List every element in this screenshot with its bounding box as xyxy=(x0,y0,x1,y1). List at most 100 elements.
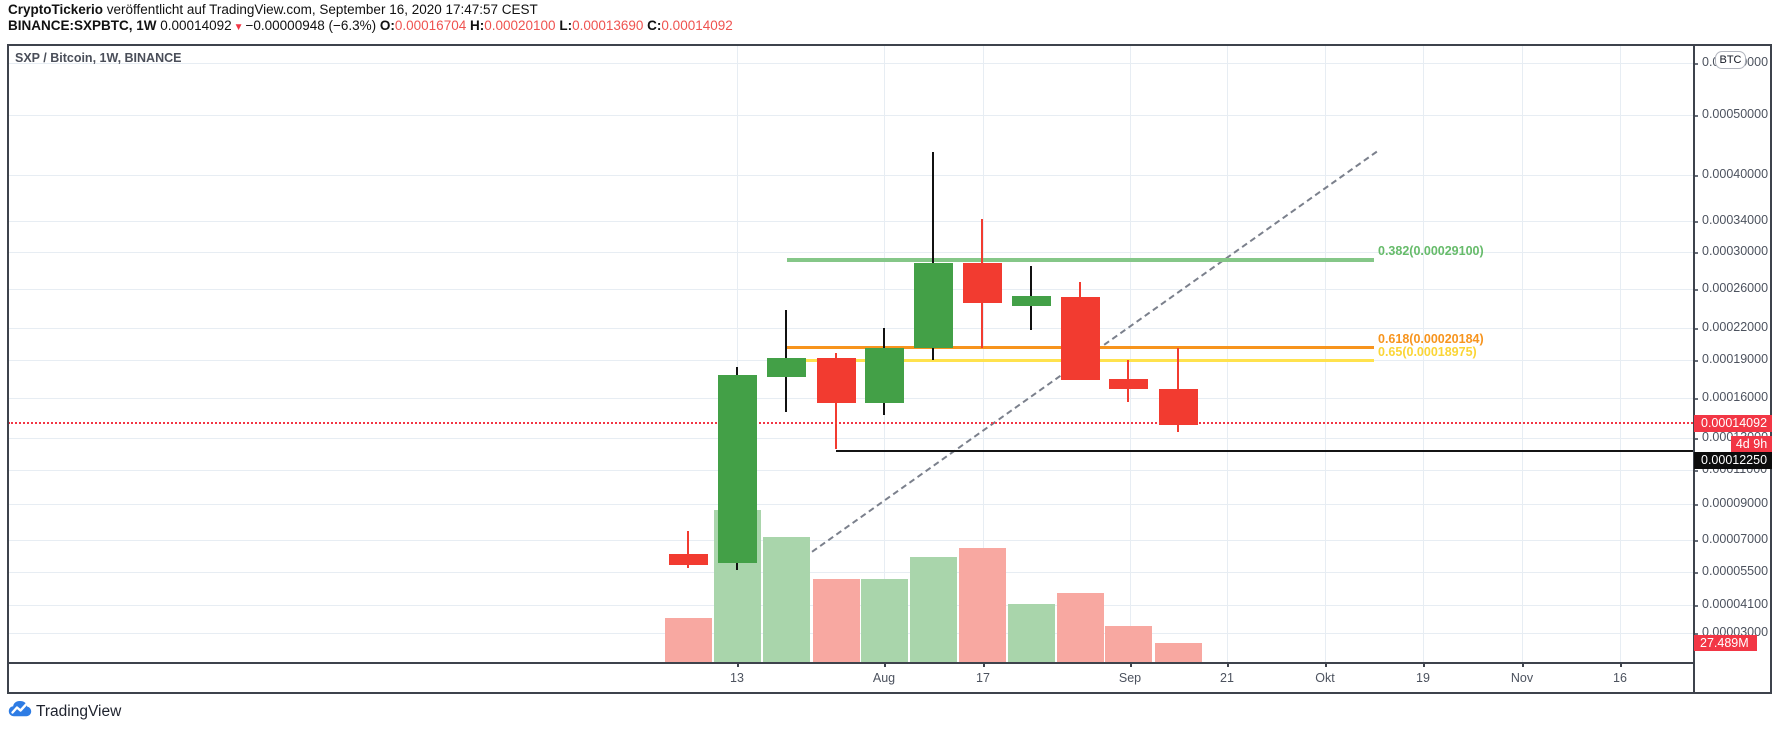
gridline-vertical xyxy=(737,44,738,662)
current-price-badge: 0.00014092 xyxy=(1694,415,1772,432)
price-tick-label: 0.00005500 xyxy=(1702,564,1769,578)
frame-bottom-border xyxy=(7,692,1772,694)
currency-toggle-button[interactable]: BTC xyxy=(1715,51,1746,69)
candle-body[interactable] xyxy=(1061,297,1100,380)
candle-wick xyxy=(687,531,689,568)
low-value: 0.00013690 xyxy=(572,18,644,33)
price-tick-mark xyxy=(1694,115,1698,117)
candle-body[interactable] xyxy=(669,554,708,565)
price-tick-mark xyxy=(1694,175,1698,177)
time-tick-label: 17 xyxy=(976,671,990,685)
price-tick-mark xyxy=(1694,438,1698,440)
frame-right-border xyxy=(1770,44,1772,694)
gridline-horizontal xyxy=(8,328,1693,329)
gridline-horizontal xyxy=(8,504,1693,505)
candle-body[interactable] xyxy=(1109,379,1148,389)
price-tick-mark xyxy=(1694,252,1698,254)
candle-body[interactable] xyxy=(1159,389,1198,425)
open-label: O: xyxy=(379,18,395,33)
gridline-horizontal xyxy=(8,63,1693,64)
symbol-line: BINANCE:SXPBTC, 1W 0.00014092 ▼ −0.0000094… xyxy=(8,18,733,36)
candle-body[interactable] xyxy=(718,375,757,563)
time-tick-mark xyxy=(1130,663,1132,667)
price-tick-mark xyxy=(1694,572,1698,574)
gridline-horizontal xyxy=(8,115,1693,116)
fib-level-line[interactable] xyxy=(787,258,1374,262)
time-tick-label: Aug xyxy=(872,671,896,685)
price-tick-mark xyxy=(1694,633,1698,635)
candle-body[interactable] xyxy=(1012,296,1051,306)
gridline-horizontal xyxy=(8,175,1693,176)
fib-level-label: 0.65(0.00018975) xyxy=(1378,345,1477,359)
time-axis-line[interactable] xyxy=(7,662,1695,664)
gridline-horizontal xyxy=(8,252,1693,253)
gridline-horizontal xyxy=(8,572,1693,573)
price-tick-label: 0.00019000 xyxy=(1702,352,1769,366)
price-tick-mark xyxy=(1694,328,1698,330)
low-label: L: xyxy=(559,18,573,33)
time-tick-label: Nov xyxy=(1510,671,1534,685)
high-label: H: xyxy=(469,18,485,33)
candle-body[interactable] xyxy=(817,358,856,403)
volume-bar xyxy=(1105,626,1152,662)
volume-bar xyxy=(1057,593,1104,662)
down-arrow-icon: ▼ xyxy=(233,22,244,33)
gridline-horizontal xyxy=(8,221,1693,222)
tradingview-logo-icon[interactable] xyxy=(8,700,32,722)
bar-countdown-badge: 4d 9h xyxy=(1731,436,1772,452)
gridline-vertical xyxy=(1620,44,1621,662)
price-tick-label: 0.00034000 xyxy=(1702,213,1769,227)
current-price-line xyxy=(8,422,1693,424)
gridline-vertical xyxy=(1423,44,1424,662)
volume-bar xyxy=(861,579,908,662)
volume-bar xyxy=(813,579,860,662)
gridline-vertical xyxy=(1325,44,1326,662)
tradingview-wordmark[interactable]: TradingView xyxy=(36,703,122,720)
support-level-badge: 0.00012250 xyxy=(1694,452,1772,469)
candle-body[interactable] xyxy=(865,348,904,403)
gridline-horizontal xyxy=(8,438,1693,439)
volume-bar xyxy=(1155,643,1202,662)
time-tick-label: 16 xyxy=(1613,671,1627,685)
time-tick-mark xyxy=(737,663,739,667)
candle-body[interactable] xyxy=(914,263,953,348)
volume-bar xyxy=(1008,604,1055,662)
volume-bar xyxy=(910,557,957,662)
time-tick-mark xyxy=(1423,663,1425,667)
time-tick-mark xyxy=(1325,663,1327,667)
author-name: CryptoTickerio xyxy=(8,2,104,17)
support-line[interactable] xyxy=(836,450,1693,452)
close-value: 0.00014092 xyxy=(661,18,733,33)
time-tick-mark xyxy=(1620,663,1622,667)
time-tick-mark xyxy=(1227,663,1229,667)
time-tick-label: Okt xyxy=(1315,671,1335,685)
price-tick-mark xyxy=(1694,470,1698,472)
candle-body[interactable] xyxy=(963,263,1002,303)
volume-bar xyxy=(665,618,712,662)
gridline-horizontal xyxy=(8,289,1693,290)
volume-bar xyxy=(763,537,810,662)
byline: CryptoTickerio veröffentlicht auf Tradin… xyxy=(8,2,538,18)
gridline-vertical xyxy=(1130,44,1131,662)
price-tick-mark xyxy=(1694,63,1698,65)
time-tick-label: 21 xyxy=(1220,671,1234,685)
price-axis-separator[interactable] xyxy=(1693,44,1695,694)
frame-top-border xyxy=(7,44,1772,46)
price-tick-mark xyxy=(1694,221,1698,223)
price-tick-label: 0.00040000 xyxy=(1702,167,1769,181)
price-tick-mark xyxy=(1694,504,1698,506)
time-tick-label: Sep xyxy=(1118,671,1142,685)
price-tick-label: 0.00016000 xyxy=(1702,390,1769,404)
volume-bar xyxy=(959,548,1006,662)
symbol-name: BINANCE:SXPBTC, 1W xyxy=(8,18,157,33)
time-tick-label: 19 xyxy=(1416,671,1430,685)
price-tick-label: 0.00050000 xyxy=(1702,107,1769,121)
price-tick-label: 0.00004100 xyxy=(1702,597,1769,611)
price-tick-mark xyxy=(1694,398,1698,400)
chart-title: SXP / Bitcoin, 1W, BINANCE xyxy=(15,51,182,65)
volume-value-badge: 27.489M xyxy=(1694,635,1757,651)
time-tick-mark xyxy=(1522,663,1524,667)
candle-body[interactable] xyxy=(767,358,806,377)
time-tick-mark xyxy=(983,663,985,667)
